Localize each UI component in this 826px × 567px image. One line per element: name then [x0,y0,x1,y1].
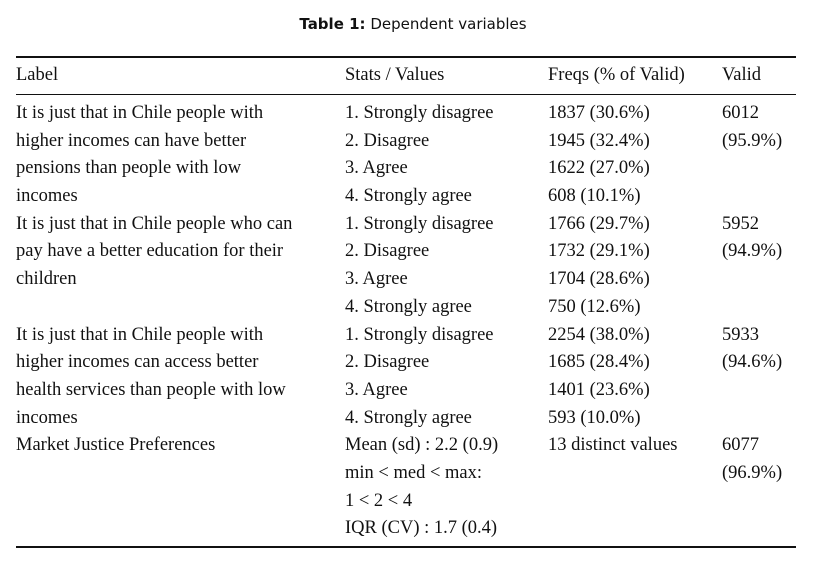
label-line: children [16,269,77,290]
label-line: It is just that in Chile people with [16,103,264,123]
valid-line: 6012 [722,103,759,123]
freqs-line: 608 (10.1%) [548,186,641,207]
label-line: health services than people with low [16,379,286,400]
row-label-cell: Market Justice Preferences [16,432,215,460]
row-freqs-cell: 1837 (30.6%) 1945 (32.4%) 1622 (27.0%) 608 … [548,100,650,211]
row-freqs-cell: 13 distinct values [548,432,677,460]
header-freqs: Freqs (% of Valid) [548,65,685,85]
header-valid: Valid [722,65,762,85]
valid-line: (96.9%) [722,463,783,484]
row-valid-cell: 6077 (96.9%) [722,432,782,487]
row-valid-cell: 6012 (95.9%) [722,100,782,155]
label-line: higher incomes can have better [16,130,247,151]
stats-line: 3. Agree [345,269,408,290]
bottom-rule [16,546,796,548]
freqs-line: 1837 (30.6%) [548,103,650,123]
row-label-cell: It is just that in Chile people who can p… [16,211,292,294]
stats-line: 2. Disagree [345,130,430,151]
row-stats-cell: 1. Strongly disagree 2. Disagree 3. Agree 4… [345,211,494,322]
stats-line: 3. Agree [345,379,408,400]
stats-line: 1. Strongly disagree [345,103,494,123]
freqs-line: 1704 (28.6%) [548,269,650,290]
row-label-cell: It is just that in Chile people with high… [16,322,286,433]
row-valid-cell: 5933 (94.6%) [722,322,782,377]
valid-line: (94.6%) [722,352,783,373]
header-stats: Stats / Values [345,65,445,85]
stats-line: 4. Strongly agree [345,296,472,317]
stats-line: 3. Agree [345,158,408,179]
freqs-line: 1945 (32.4%) [548,130,650,151]
valid-line: (94.9%) [722,241,783,262]
stats-line: 1. Strongly disagree [345,324,494,345]
row-stats-cell: Mean (sd) : 2.2 (0.9) min < med < max: 1 <… [345,432,498,543]
row-valid-cell: 5952 (94.9%) [722,211,782,266]
label-line: It is just that in Chile people who can [16,213,293,234]
label-line: Market Justice Preferences [16,435,216,456]
freqs-line: 1401 (23.6%) [548,379,650,400]
valid-line: 5952 [722,213,759,234]
row-stats-cell: 1. Strongly disagree 2. Disagree 3. Agree 4… [345,100,494,211]
table-caption-text: Dependent variables [370,15,527,33]
freqs-line: 1685 (28.4%) [548,352,650,373]
freqs-line: 1622 (27.0%) [548,158,650,179]
valid-line: 6077 [722,435,759,456]
header-label: Label [16,65,59,85]
header-rule [16,94,796,95]
stats-line: 4. Strongly agree [345,407,472,428]
row-stats-cell: 1. Strongly disagree 2. Disagree 3. Agree 4… [345,322,494,433]
label-line: higher incomes can access better [16,352,259,373]
freqs-line: 1766 (29.7%) [548,213,650,234]
stats-line: 2. Disagree [345,352,430,373]
top-rule [16,56,796,58]
freqs-line: 13 distinct values [548,435,678,456]
label-line: incomes [16,407,78,428]
freqs-line: 2254 (38.0%) [548,324,650,345]
label-line: pay have a better education for their [16,241,284,262]
freqs-line: 750 (12.6%) [548,296,641,317]
row-freqs-cell: 2254 (38.0%) 1685 (28.4%) 1401 (23.6%) 593 … [548,322,650,433]
valid-line: (95.9%) [722,130,783,151]
table-caption: Table 1: Dependent variables [0,15,826,33]
stats-line: 4. Strongly agree [345,186,472,207]
label-line: It is just that in Chile people with [16,324,264,345]
stats-line: Mean (sd) : 2.2 (0.9) [345,435,499,456]
stats-line: 1. Strongly disagree [345,213,494,234]
stats-line: 1 < 2 < 4 [345,490,413,511]
row-freqs-cell: 1766 (29.7%) 1732 (29.1%) 1704 (28.6%) 750 … [548,211,650,322]
stats-line: IQR (CV) : 1.7 (0.4) [345,518,498,539]
table-caption-label: Table 1: [299,15,366,33]
freqs-line: 593 (10.0%) [548,407,641,428]
label-line: incomes [16,186,78,207]
freqs-line: 1732 (29.1%) [548,241,650,262]
stats-line: min < med < max: [345,463,482,484]
stats-line: 2. Disagree [345,241,430,262]
label-line: pensions than people with low [16,158,242,179]
row-label-cell: It is just that in Chile people with high… [16,100,263,211]
valid-line: 5933 [722,324,759,345]
